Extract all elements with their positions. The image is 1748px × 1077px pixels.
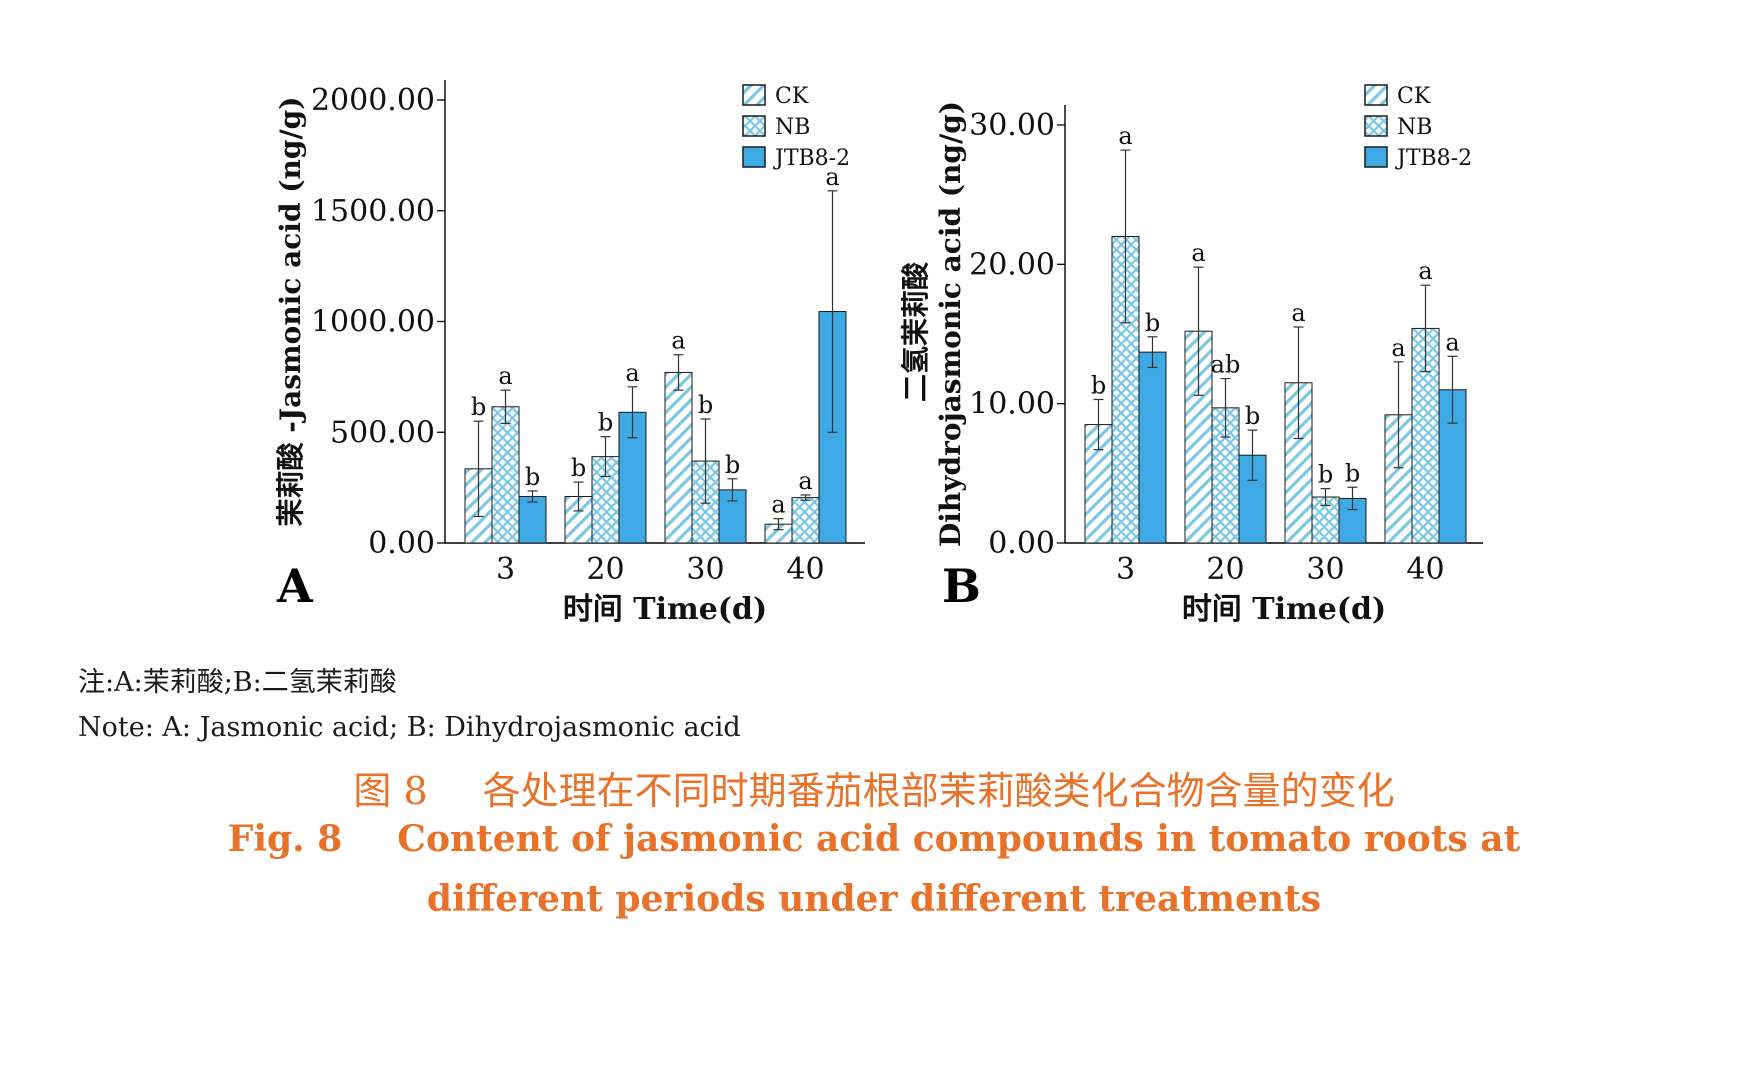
y-tick-label: 1500.00 [311, 194, 435, 229]
legend-swatch-nb [1364, 115, 1388, 137]
bar-nb-40 [791, 497, 820, 544]
significance-letter: a [771, 491, 785, 519]
chart-panel-a: 0.00500.001000.001500.002000.00bab3bba20… [274, 80, 865, 627]
y-tick-label: 2000.00 [311, 83, 435, 118]
caption-chinese-text: 各处理在不同时期番茄根部茉莉酸类化合物含量的变化 [482, 769, 1395, 813]
significance-letter: b [471, 393, 486, 421]
y-tick-label: 0.00 [988, 526, 1055, 561]
x-axis-label: 时间 Time(d) [1182, 592, 1386, 627]
x-axis-label: 时间 Time(d) [563, 592, 767, 627]
x-tick-label: 30 [1306, 552, 1344, 587]
legend-swatch-jtb8-2 [742, 146, 766, 168]
x-tick-label: 40 [786, 552, 824, 587]
caption-english-number: Fig. 8 [227, 818, 343, 860]
caption-chinese: 图 8 各处理在不同时期番茄根部茉莉酸类化合物含量的变化 [0, 760, 1748, 815]
y-tick-label: 0.00 [368, 526, 435, 561]
bar-jtb8-2-3 [1138, 351, 1167, 544]
figure-area: 0.00 500.00 1000.00 1500.00 2000.00 b a b 3 b b a 20… [265, 60, 1690, 720]
significance-letter: a [1291, 299, 1305, 327]
legend-swatch-ck [1364, 84, 1388, 106]
x-tick-label: 40 [1406, 552, 1444, 587]
bar-jtb8-2-3 [518, 495, 547, 544]
panel-label: B [942, 559, 981, 613]
significance-letter: a [1418, 257, 1432, 285]
significance-letter: b [698, 391, 713, 419]
x-tick-label: 20 [1206, 552, 1244, 587]
charts-canvas: 0.00500.001000.001500.002000.00bab3bba20… [274, 80, 1483, 627]
y-axis-label-chinese: 二氢茉莉酸 [899, 261, 932, 402]
significance-letter: b [1091, 371, 1106, 399]
legend-label: JTB8-2 [1395, 146, 1472, 171]
y-tick-label: 30.00 [969, 108, 1055, 143]
note-chinese: 注:A:茉莉酸;B:二氢茉莉酸 [78, 667, 397, 698]
y-tick-label: 500.00 [330, 415, 435, 450]
significance-letter: b [571, 454, 586, 482]
x-tick-label: 3 [1116, 552, 1135, 587]
y-tick-label: 20.00 [969, 247, 1055, 282]
significance-letter: a [1391, 334, 1405, 362]
legend-label: JTB8-2 [773, 146, 850, 171]
caption-chinese-number: 图 8 [353, 769, 428, 813]
significance-letter: b [1145, 309, 1160, 337]
note-english: Note: A: Jasmonic acid; B: Dihydrojasmon… [78, 712, 741, 743]
legend-swatch-jtb8-2 [1364, 146, 1388, 168]
significance-letter: b [1345, 459, 1360, 487]
y-tick-label: 10.00 [969, 387, 1055, 422]
significance-letter: b [525, 463, 540, 491]
x-tick-label: 30 [686, 552, 724, 587]
bar-nb-3 [491, 406, 520, 544]
caption-english-text: Content of jasmonic acid compounds in to… [397, 818, 1521, 860]
significance-letter: a [1445, 328, 1459, 356]
legend-swatch-ck [742, 84, 766, 106]
legend-label: CK [1397, 84, 1431, 109]
bar-ck-30 [664, 371, 693, 544]
x-tick-label: 3 [496, 552, 515, 587]
y-axis-label: Dihydrojasmonic acid (ng/g) [934, 101, 967, 547]
legend-label: CK [775, 84, 809, 109]
y-axis-label: 茉莉酸 -Jasmonic acid (ng/g) [274, 96, 307, 526]
significance-letter: b [1318, 461, 1333, 489]
legend-label: NB [1397, 115, 1432, 140]
panel-label: A [276, 559, 314, 613]
significance-letter: a [1191, 239, 1205, 267]
significance-letter: a [498, 362, 512, 390]
significance-letter: b [598, 409, 613, 437]
significance-letter: b [1245, 402, 1260, 430]
significance-letter: a [1118, 122, 1132, 150]
x-tick-label: 20 [586, 552, 624, 587]
legend-swatch-nb [742, 115, 766, 137]
significance-letter: b [725, 451, 740, 479]
legend-label: NB [775, 115, 810, 140]
significance-letter: a [625, 359, 639, 387]
significance-letter: ab [1211, 351, 1241, 379]
caption-english-line2: different periods under different treatm… [426, 878, 1322, 920]
caption-english-line1: Fig. 8 Content of jasmonic acid compounds… [0, 818, 1748, 860]
significance-letter: a [825, 163, 839, 191]
y-tick-label: 1000.00 [311, 305, 435, 340]
significance-letter: a [798, 467, 812, 495]
significance-letter: a [671, 327, 685, 355]
